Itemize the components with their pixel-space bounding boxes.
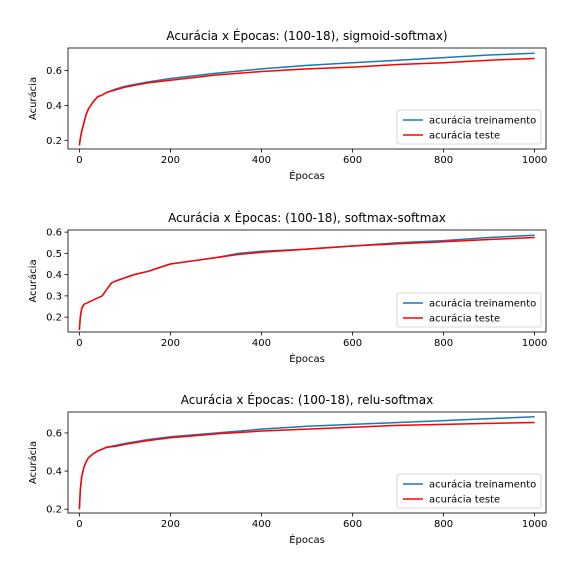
legend-box	[396, 473, 542, 509]
plot-frame	[67, 411, 547, 514]
y-axis-label: Acurácia	[27, 441, 39, 484]
series-line-teste	[78, 57, 535, 146]
legend-label: acurácia treinamento	[429, 115, 536, 127]
x-tick-label: 0	[76, 338, 82, 349]
y-tick-label: 0.4	[46, 467, 62, 478]
y-tick-label: 0.4	[46, 270, 62, 281]
x-tick-label: 1000	[522, 338, 547, 349]
y-tick-label: 0.4	[46, 101, 62, 112]
subplot-1: Acurácia x Épocas: (100-18), sigmoid-sof…	[27, 28, 547, 182]
legend-label: acurácia teste	[429, 130, 500, 142]
plot-frame	[67, 47, 547, 150]
x-tick-label: 800	[434, 338, 453, 349]
x-tick-label: 400	[252, 155, 271, 166]
legend-label: acurácia teste	[429, 494, 500, 506]
chart-title: Acurácia x Épocas: (100-18), sigmoid-sof…	[166, 28, 447, 43]
x-tick-label: 800	[434, 519, 453, 530]
legend-label: acurácia treinamento	[429, 298, 536, 310]
legend-label: acurácia teste	[429, 313, 500, 325]
x-tick-label: 400	[252, 519, 271, 530]
legend: acurácia treinamento acurácia teste	[396, 109, 542, 145]
x-tick-label: 200	[161, 519, 180, 530]
legend-label: acurácia treinamento	[429, 479, 536, 491]
plot-frame	[67, 229, 547, 333]
y-tick-label: 0.3	[46, 291, 62, 302]
y-tick-label: 0.6	[46, 66, 62, 77]
series-line-teste	[78, 236, 535, 330]
y-tick-label: 0.5	[46, 249, 62, 260]
legend: acurácia treinamento acurácia teste	[396, 473, 542, 509]
chart-title: Acurácia x Épocas: (100-18), softmax-sof…	[168, 210, 446, 225]
y-tick-label: 0.2	[46, 505, 62, 516]
x-tick-label: 200	[161, 155, 180, 166]
y-axis-label: Acurácia	[27, 259, 39, 302]
x-tick-label: 600	[343, 338, 362, 349]
subplot-3: Acurácia x Épocas: (100-18), relu-softma…	[27, 392, 547, 546]
y-axis-label: Acurácia	[27, 77, 39, 120]
x-tick-label: 1000	[522, 519, 547, 530]
legend: acurácia treinamento acurácia teste	[396, 292, 542, 328]
x-tick-label: 1000	[522, 155, 547, 166]
y-tick-label: 0.2	[46, 136, 62, 147]
x-tick-label: 600	[343, 519, 362, 530]
x-tick-label: 0	[76, 155, 82, 166]
x-tick-label: 600	[343, 155, 362, 166]
x-axis-label: Épocas	[289, 352, 325, 365]
x-axis-label: Épocas	[289, 533, 325, 546]
subplot-2: Acurácia x Épocas: (100-18), softmax-sof…	[27, 210, 547, 365]
x-axis-label: Épocas	[289, 169, 325, 182]
legend-box	[396, 292, 542, 328]
legend-box	[396, 109, 542, 145]
y-tick-label: 0.6	[46, 428, 62, 439]
y-tick-label: 0.6	[46, 228, 62, 239]
x-tick-label: 0	[76, 519, 82, 530]
x-tick-label: 800	[434, 155, 453, 166]
x-tick-label: 200	[161, 338, 180, 349]
chart-title: Acurácia x Épocas: (100-18), relu-softma…	[181, 392, 433, 407]
x-tick-label: 400	[252, 338, 271, 349]
y-tick-label: 0.2	[46, 313, 62, 324]
series-line-teste	[78, 421, 535, 510]
